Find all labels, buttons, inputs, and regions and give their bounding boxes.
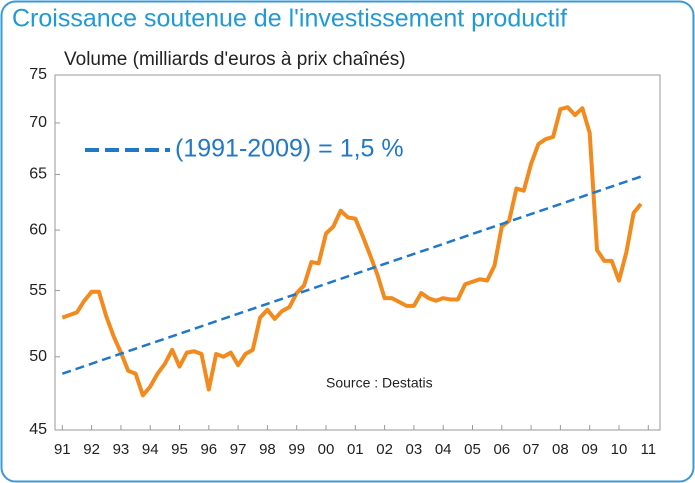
y-tick-label: 55 (29, 282, 47, 299)
x-tick-label: 01 (347, 441, 364, 458)
plot-frame (54, 74, 661, 431)
x-tick-label: 92 (83, 441, 100, 458)
x-tick-label: 02 (376, 441, 393, 458)
x-tick-label: 98 (259, 441, 276, 458)
x-tick-label: 95 (171, 441, 188, 458)
x-tick-label: 97 (230, 441, 247, 458)
x-tick-label: 00 (318, 441, 335, 458)
annotation: Source : Destatis (326, 375, 433, 391)
x-tick-label: 07 (523, 441, 540, 458)
y-axis-label: Volume (milliards d'euros à prix chaînés… (64, 49, 406, 70)
chart-title: Croissance soutenue de l'investissement … (12, 5, 567, 33)
series-line (61, 105, 643, 398)
x-tick-label: 05 (464, 441, 481, 458)
y-tick-label: 50 (29, 348, 47, 365)
y-tick-label: 60 (29, 221, 47, 238)
x-tick-label: 99 (288, 441, 305, 458)
x-tick-label: 91 (54, 441, 71, 458)
x-tick-label: 96 (200, 441, 217, 458)
legend-label: (1991-2009) = 1,5 % (175, 135, 404, 163)
x-tick-label: 04 (435, 441, 452, 458)
y-tick-label: 45 (29, 421, 47, 438)
series-line (61, 175, 642, 375)
x-tick-label: 93 (113, 441, 130, 458)
x-tick-label: 06 (493, 441, 510, 458)
x-tick-label: 11 (640, 441, 656, 458)
y-tick-label: 75 (29, 66, 47, 83)
x-tick-label: 10 (611, 441, 628, 458)
x-tick-label: 08 (552, 441, 569, 458)
x-tick-label: 94 (142, 441, 159, 458)
x-tick-label: 03 (406, 441, 423, 458)
x-tick-label: 09 (581, 441, 598, 458)
y-tick-label: 65 (29, 166, 47, 183)
y-tick-label: 70 (29, 114, 47, 131)
